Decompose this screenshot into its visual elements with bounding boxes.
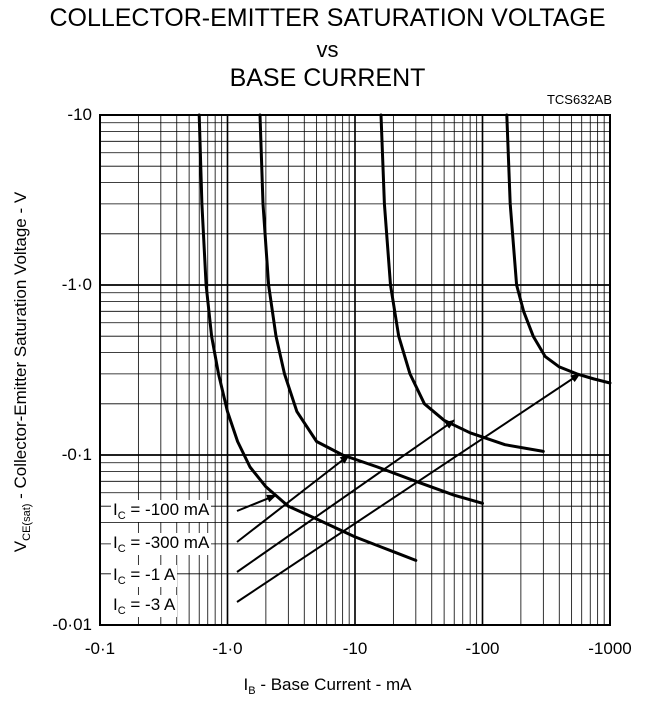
x-tick-label: -0·1 xyxy=(84,639,116,658)
x-tick-label: -100 xyxy=(465,639,500,658)
curve-label-300ma: IC = -300 mA xyxy=(111,533,212,555)
series-curve-0 xyxy=(197,113,418,562)
label-arrow-1 xyxy=(236,454,350,543)
y-tick-label: -0·1 xyxy=(61,445,92,464)
chart-code: TCS632AB xyxy=(546,92,612,107)
x-tick-label: -10 xyxy=(342,639,368,658)
label-arrow-3 xyxy=(236,373,581,603)
curve-label-3a: IC = -3 A xyxy=(111,595,178,617)
x-tick-label: -1000 xyxy=(588,639,632,658)
y-tick-label: -0·01 xyxy=(52,615,92,634)
curve-label-1a: IC = -1 A xyxy=(111,565,178,587)
series-curve-1 xyxy=(258,113,484,505)
y-axis-label: VCE(sat) - Collector-Emitter Saturation … xyxy=(11,191,33,553)
chart-title-line-1: COLLECTOR-EMITTER SATURATION VOLTAGE xyxy=(49,4,606,32)
y-tick-label: -1·0 xyxy=(61,275,92,294)
label-arrow-0 xyxy=(236,494,277,512)
y-tick-label: -10 xyxy=(67,105,92,124)
data-curves xyxy=(197,113,612,562)
series-curve-3 xyxy=(505,113,612,385)
curve-label-100ma: IC = -100 mA xyxy=(111,500,212,522)
series-curve-2 xyxy=(379,113,545,453)
x-axis-label: IB - Base Current - mA xyxy=(243,675,412,697)
chart-title-line-3: BASE CURRENT xyxy=(229,64,426,92)
chart-title-line-2: vs xyxy=(316,37,339,62)
x-tick-label: -1·0 xyxy=(212,639,243,658)
plot-frame xyxy=(99,114,611,626)
label-arrow-2 xyxy=(236,419,456,573)
label-arrows xyxy=(236,373,581,603)
